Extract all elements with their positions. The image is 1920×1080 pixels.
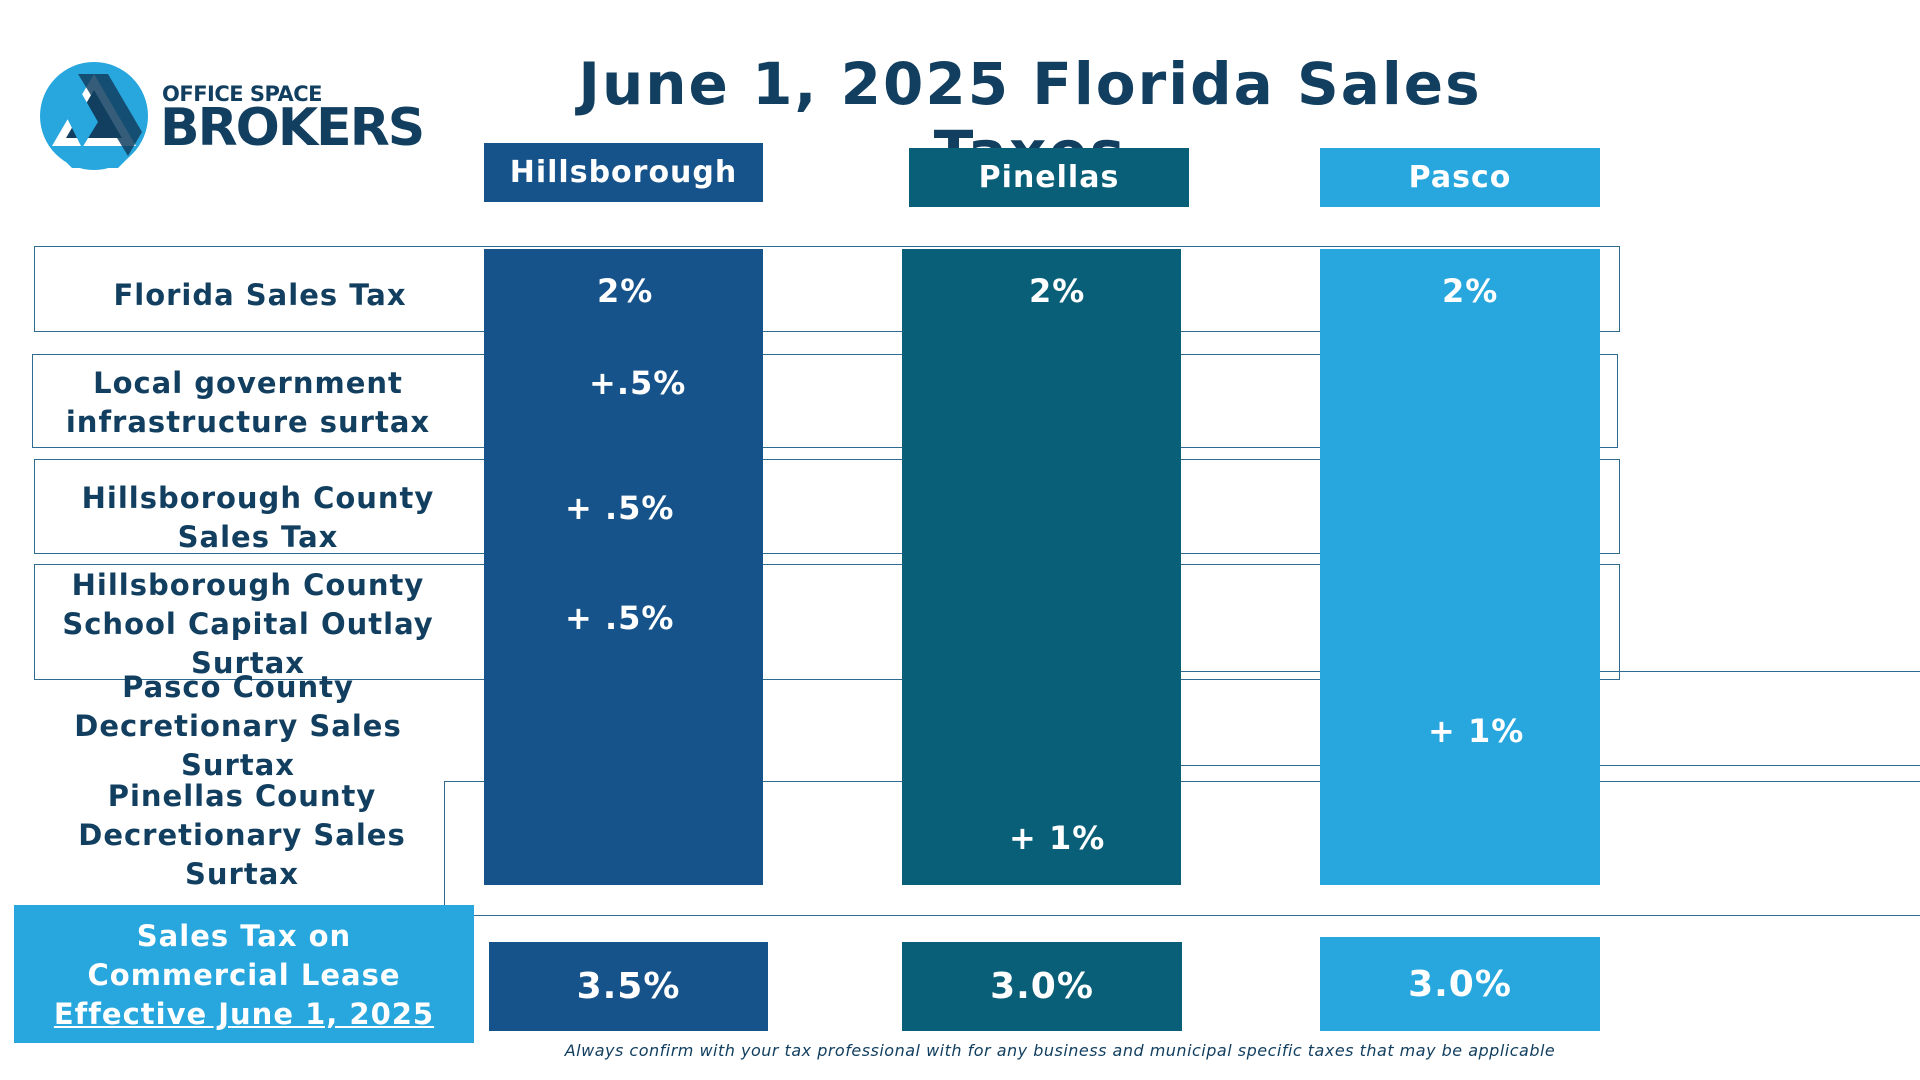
row-outline-pinellas — [444, 781, 1920, 916]
row-label-hills-sales-line2: Sales Tax — [177, 520, 339, 554]
total-label-line1: Sales Tax on — [136, 919, 352, 953]
row-outline-local — [32, 354, 1618, 448]
total-label-line3: Effective June 1, 2025 — [53, 997, 435, 1031]
bar-pasco — [1320, 249, 1600, 885]
row-label-pinellas-line3: Surtax — [185, 857, 299, 891]
row-label-hills-school-line1: Hillsborough County — [71, 568, 425, 602]
logo-text-brokers: BROKERS — [160, 98, 425, 158]
value-pasco-florida: 2% — [1442, 272, 1499, 310]
value-hillsborough-school: + .5% — [565, 599, 675, 637]
row-label-pasco: Pasco County Decretionary Sales Surtax — [38, 668, 438, 785]
row-label-hills-sales: Hillsborough County Sales Tax — [58, 479, 458, 557]
value-pasco-surtax: + 1% — [1428, 712, 1525, 750]
row-label-pinellas: Pinellas County Decretionary Sales Surta… — [42, 777, 442, 894]
row-label-local-line2: infrastructure surtax — [65, 405, 431, 439]
value-pinellas-surtax: + 1% — [1009, 819, 1106, 857]
row-label-pasco-line3: Surtax — [181, 748, 295, 782]
total-hillsborough: 3.5% — [489, 942, 768, 1031]
column-header-pinellas: Pinellas — [909, 148, 1189, 207]
total-pasco: 3.0% — [1320, 937, 1600, 1031]
row-label-hills-school-line2: School Capital Outlay — [62, 607, 434, 641]
bar-hillsborough — [484, 249, 763, 885]
logo — [38, 60, 428, 180]
logo-mark-icon — [40, 62, 148, 170]
row-label-local-line1: Local government — [93, 366, 403, 400]
row-label-hills-school-line3: Surtax — [191, 646, 305, 680]
bar-pinellas — [902, 249, 1181, 885]
row-outline-hills-school — [34, 564, 1620, 680]
column-header-hillsborough: Hillsborough — [484, 143, 763, 202]
row-label-pasco-line2: Decretionary Sales — [74, 709, 402, 743]
total-label-box: Sales Tax on Commercial Lease Effective … — [14, 905, 474, 1043]
total-label-line2: Commercial Lease — [87, 958, 401, 992]
row-label-hills-school: Hillsborough County School Capital Outla… — [48, 566, 448, 683]
row-label-pinellas-line1: Pinellas County — [107, 779, 377, 813]
row-outline-florida — [34, 246, 1620, 332]
value-hillsborough-local: +.5% — [589, 364, 687, 402]
column-header-pasco: Pasco — [1320, 148, 1600, 207]
footnote: Always confirm with your tax professiona… — [564, 1041, 1556, 1060]
row-outline-hills-sales — [34, 459, 1620, 554]
value-pinellas-florida: 2% — [1029, 272, 1086, 310]
total-pinellas: 3.0% — [902, 942, 1182, 1031]
row-label-local: Local government infrastructure surtax — [48, 364, 448, 442]
row-label-hills-sales-line1: Hillsborough County — [81, 481, 435, 515]
row-label-florida: Florida Sales Tax — [60, 276, 460, 315]
row-label-pasco-line1: Pasco County — [122, 670, 354, 704]
logo-text-office-space: OFFICE SPACE — [162, 82, 323, 106]
value-hillsborough-florida: 2% — [597, 272, 654, 310]
row-label-pinellas-line2: Decretionary Sales — [78, 818, 406, 852]
value-hillsborough-county-sales: + .5% — [565, 489, 675, 527]
row-label-florida-text: Florida Sales Tax — [113, 278, 407, 312]
